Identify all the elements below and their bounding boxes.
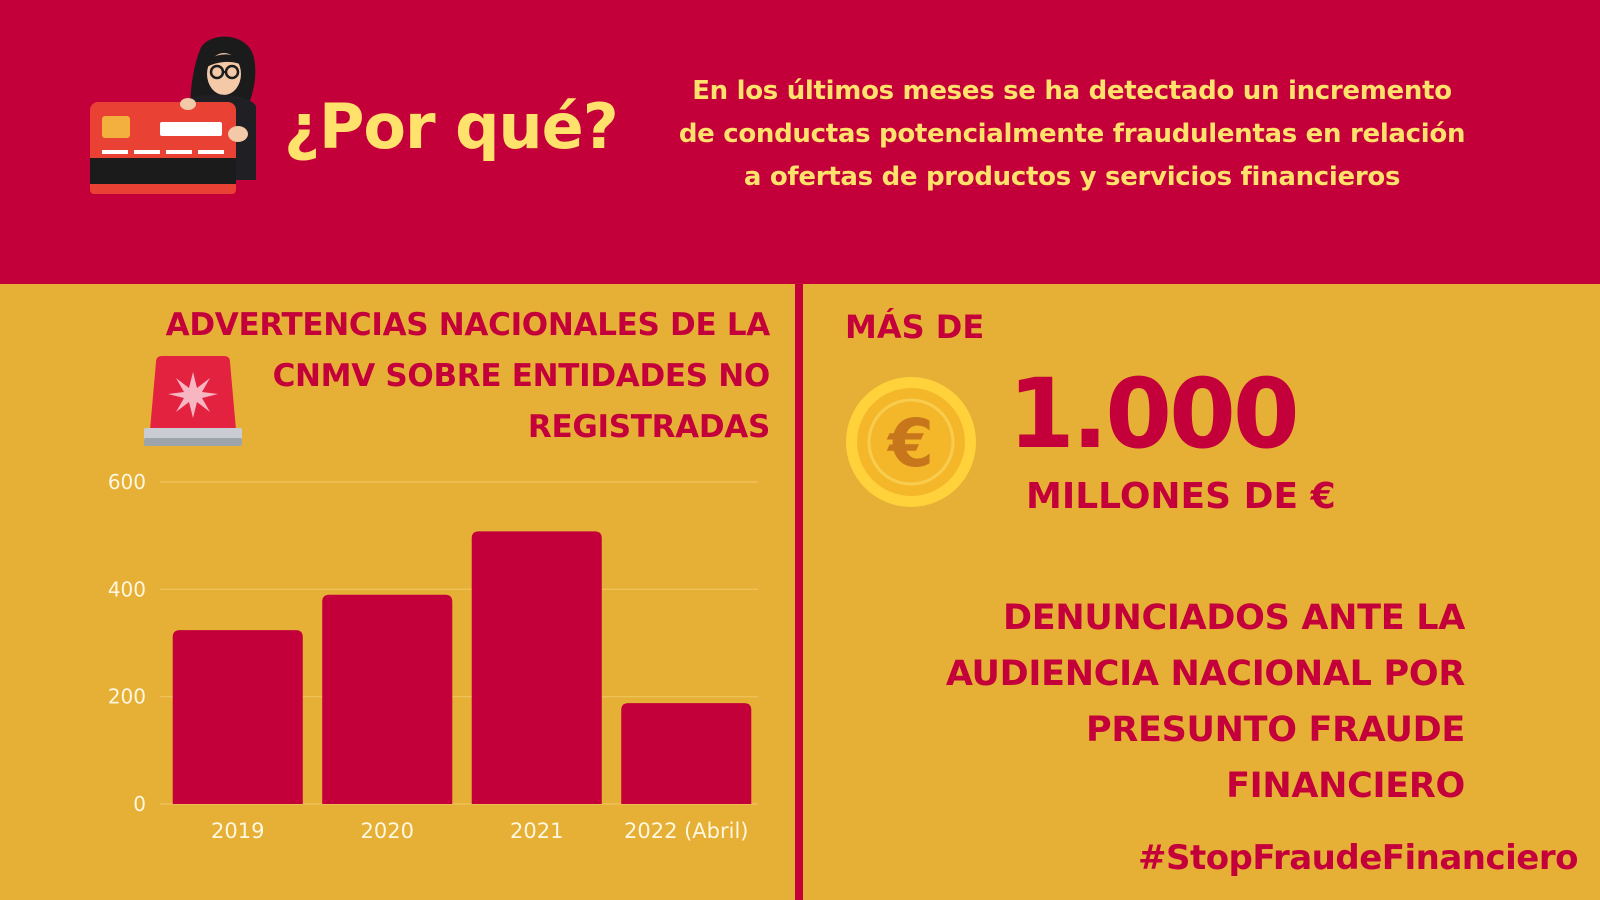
amount-unit: MILLONES DE € <box>1026 476 1336 517</box>
x-tick-label: 2019 <box>211 819 264 843</box>
bar-chart: 0 200 400 600 2019 2020 2021 2022 (Abril) <box>108 470 758 843</box>
section-divider <box>795 284 803 900</box>
x-tick-label: 2021 <box>510 819 563 843</box>
y-tick-label: 0 <box>133 792 146 816</box>
siren-icon <box>144 356 242 446</box>
mas-de-label: MÁS DE <box>845 308 985 346</box>
y-tick-label: 400 <box>108 577 146 601</box>
bar-2022-abril- <box>621 703 752 804</box>
y-tick-label: 600 <box>108 470 146 494</box>
card-thief-icon <box>90 36 256 194</box>
y-tick-label: 200 <box>108 685 146 709</box>
chart-title: ADVERTENCIAS NACIONALES DE LA CNMV SOBRE… <box>165 307 771 445</box>
bar-2020 <box>322 594 453 804</box>
amount-value: 1.000 <box>1008 358 1300 470</box>
amount-description: DENUNCIADOS ANTE LA AUDIENCIA NACIONAL P… <box>945 598 1465 806</box>
header-banner: ¿Por qué? En los últimos meses se ha det… <box>0 0 1600 284</box>
euro-coin-icon: € <box>846 377 976 507</box>
page-title: ¿Por qué? <box>284 90 619 163</box>
bar-2021 <box>471 531 602 804</box>
bar-2019 <box>172 630 303 804</box>
x-tick-label: 2022 (Abril) <box>624 819 749 843</box>
x-tick-label: 2020 <box>361 819 414 843</box>
header-description: En los últimos meses se ha detectado un … <box>678 76 1466 192</box>
svg-text:€: € <box>886 405 934 482</box>
hashtag: #StopFraudeFinanciero <box>1137 838 1579 878</box>
